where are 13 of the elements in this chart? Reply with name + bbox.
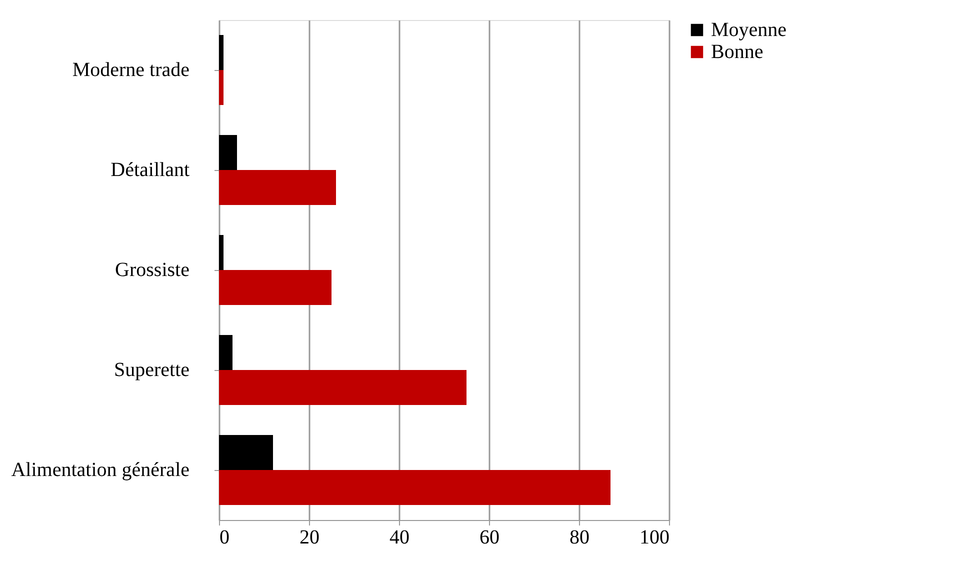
y-tick-label: Grossiste <box>115 259 190 281</box>
x-tick-label: 20 <box>300 526 320 548</box>
x-tick-label: 100 <box>640 526 670 548</box>
x-tick-label: 40 <box>390 526 410 548</box>
legend-label: Moyenne <box>711 19 787 41</box>
x-tick-label: 60 <box>480 526 500 548</box>
y-tick-label: Alimentation générale <box>11 459 190 481</box>
legend-label: Bonne <box>711 41 764 63</box>
x-tick-label: 0 <box>220 526 230 548</box>
y-tick-label: Détaillant <box>110 159 190 181</box>
x-tick-label: 80 <box>570 526 590 548</box>
y-tick-label: Moderne trade <box>72 59 190 81</box>
y-tick-label: Superette <box>114 359 190 381</box>
